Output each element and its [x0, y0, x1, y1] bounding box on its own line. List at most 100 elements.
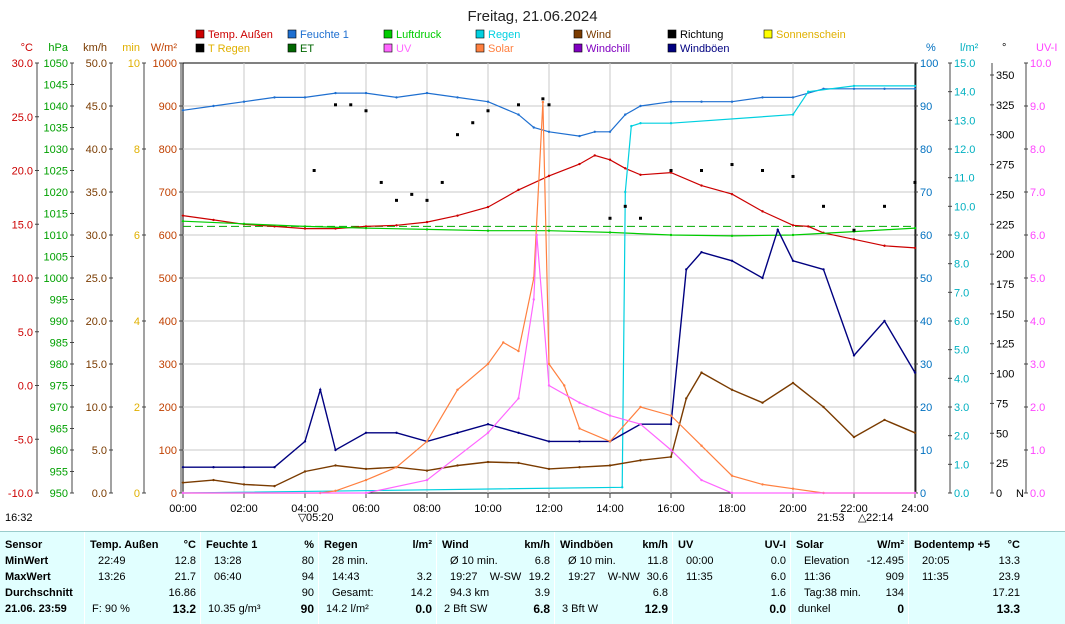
series-point	[730, 388, 734, 391]
series-point	[883, 319, 886, 323]
axis-tick-label-left: -5.0	[14, 434, 33, 446]
axis-tick-label-right: 12.0	[954, 144, 975, 156]
series-point	[486, 229, 490, 232]
stats-separator	[200, 532, 201, 624]
series-point	[608, 414, 612, 417]
series-point	[822, 268, 825, 271]
stats-cell-label: Elevation	[804, 555, 850, 567]
axis-tick-label-right: 175	[996, 279, 1014, 291]
x-tick-label: 12:00	[535, 503, 563, 515]
stats-footer-label: dunkel	[798, 603, 831, 615]
axis-tick-label-right: 200	[996, 249, 1014, 261]
axis-tick-label-left: 800	[159, 144, 177, 156]
series-point	[181, 491, 185, 495]
axis-tick-label-right: 9.0	[1030, 101, 1045, 113]
series-point	[181, 481, 185, 484]
series-point	[547, 229, 551, 232]
series-point	[181, 466, 185, 469]
series-point	[486, 423, 490, 426]
series-point	[639, 423, 642, 426]
series-point	[364, 431, 368, 434]
axis-unit-left: °C	[21, 42, 33, 54]
series-point	[547, 130, 551, 133]
stats-cell-label: 11:35	[686, 571, 713, 583]
series-point	[319, 388, 322, 391]
series-point	[303, 227, 307, 230]
stats-unit: l/m²	[412, 539, 432, 551]
series-point	[700, 444, 703, 447]
series-point	[807, 90, 810, 93]
stats-row-label: MinWert	[5, 555, 49, 567]
series-point	[532, 298, 535, 301]
legend-label: Windchill	[586, 43, 630, 55]
stats-header: Temp. Außen	[90, 539, 159, 551]
series-point	[578, 466, 581, 469]
axis-tick-label-left: 1000	[153, 58, 177, 70]
series-point	[639, 405, 642, 409]
series-point	[303, 440, 307, 443]
stats-cell-value: 6.8	[534, 555, 550, 567]
legend-label: UV	[396, 43, 412, 55]
series-point	[456, 431, 459, 434]
axis-tick-label-left: 1020	[44, 187, 68, 199]
stats-cell-label: 06:40	[214, 571, 242, 583]
stats-cell-label: 14:43	[332, 571, 360, 583]
axis-tick-label-right: 30	[920, 359, 932, 371]
stats-row-label: MaxWert	[5, 571, 51, 583]
series-point	[456, 464, 459, 467]
stats-unit: W/m²	[877, 539, 904, 551]
series-point	[913, 431, 917, 434]
axis-unit-right: °	[1002, 42, 1006, 54]
series-point	[639, 173, 642, 176]
stats-column: Feuchte 1% 13:28 80 06:40 94 90 10.35 g/m³ 90	[204, 532, 318, 624]
legend-swatch	[573, 29, 583, 39]
stats-cell-value: 94	[301, 571, 314, 583]
axis-tick-label-left: 20.0	[86, 316, 107, 328]
series-line	[182, 88, 915, 137]
axis-bottom-label: N	[1016, 488, 1024, 500]
series-point	[730, 100, 734, 103]
axis-tick-label-right: 14.0	[954, 87, 975, 99]
stats-cell-value: 13.3	[998, 555, 1020, 567]
stats-footer-value: 0	[897, 602, 904, 616]
series-point	[639, 459, 642, 462]
sunrise-time: 05:20	[306, 512, 334, 524]
axis-tick-label-left: 100	[159, 445, 177, 457]
direction-point	[791, 174, 795, 178]
series-point	[669, 448, 673, 452]
series-point	[630, 124, 633, 128]
stats-footer-value: 12.9	[644, 602, 668, 616]
legend-swatch	[667, 29, 677, 39]
direction-point	[852, 228, 856, 232]
axis-tick-label-left: 700	[159, 187, 177, 199]
axis-tick-label-left: 1025	[44, 166, 68, 178]
axis-tick-label-right: 0.0	[1030, 488, 1045, 500]
chart-title: Freitag, 21.06.2024	[467, 8, 598, 25]
stats-unit: UV-I	[764, 539, 786, 551]
axis-tick-label-right: 9.0	[954, 230, 969, 242]
series-point	[364, 491, 368, 495]
stats-footer-label: F: 90 %	[92, 603, 130, 615]
stats-column: Regen l/m² 28 min. 14:43 3.2 Gesamt: 14.2 14.2 …	[322, 532, 436, 624]
series-point	[700, 251, 703, 254]
series-point	[730, 491, 734, 495]
axis-tick-label-right: 0	[920, 488, 926, 500]
axis-tick-label-left: 30.0	[12, 58, 33, 70]
series-point	[517, 461, 520, 465]
series-point	[517, 113, 520, 116]
series-point	[364, 467, 368, 471]
stats-cell-value: 16.86	[168, 587, 196, 599]
series-point	[685, 268, 688, 271]
legend-label: ET	[300, 43, 314, 55]
axis-tick-label-left: 10.0	[86, 402, 107, 414]
series-point	[791, 233, 795, 237]
x-tick-label: 14:00	[596, 503, 624, 515]
legend-swatch	[573, 43, 583, 53]
direction-point	[334, 103, 337, 107]
stats-cell-value: 19.2	[528, 571, 550, 583]
series-point	[547, 174, 551, 178]
stats-cell-value: 0.0	[770, 555, 786, 567]
series-point	[593, 154, 596, 157]
series-point	[273, 466, 276, 469]
axis-tick-label-right: 5.0	[1030, 273, 1045, 285]
